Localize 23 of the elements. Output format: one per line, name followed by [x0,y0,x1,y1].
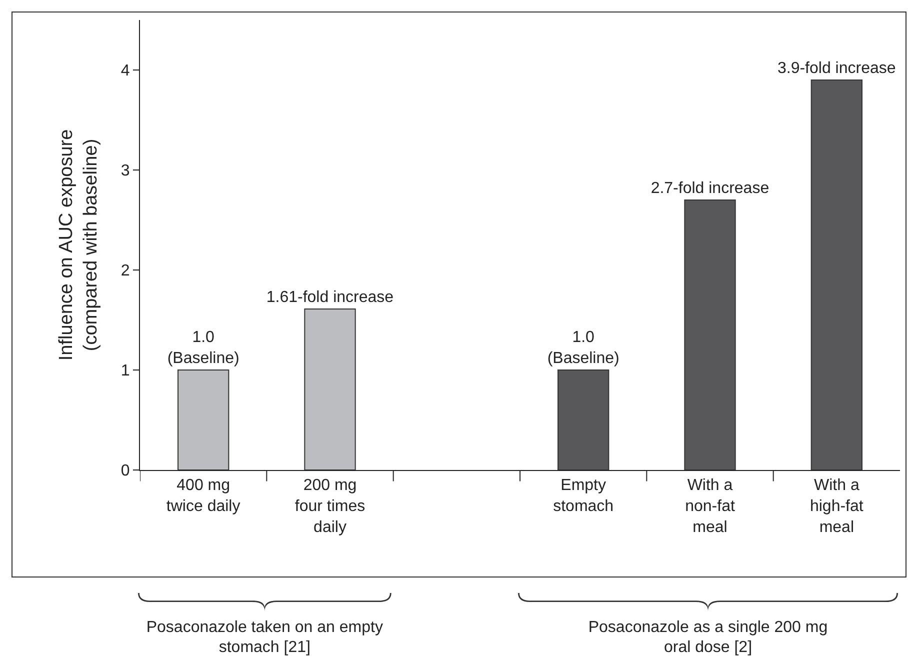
bar [810,80,862,470]
bar [684,200,736,470]
y-tick-label: 2 [120,262,130,280]
x-tick-label: 400 mg twice daily [166,477,240,515]
data-label: 3.9-fold increase [777,60,896,77]
y-tick-label: 1 [120,362,130,380]
x-tick-label: Empty stomach [553,477,614,515]
x-tick-label: With a high-fat meal [810,477,864,536]
text: Posaconazole taken on an empty stomach [21] [145,618,384,658]
bar [558,370,610,470]
y-tick-label: 0 [120,462,130,480]
bar [178,370,230,470]
y-tick-label: 4 [120,62,130,80]
data-label: 1.61-fold increase [266,289,394,306]
x-tick-label: 200 mg four times daily [294,477,366,536]
data-label: 1.0 (Baseline) [167,329,240,367]
x-tick-label: With a non-fat meal [685,477,736,536]
y-axis-title: Influence on AUC exposure (compared with baseline) [56,129,102,361]
data-label: 1.0 (Baseline) [547,329,620,367]
y-tick-label: 3 [120,162,130,180]
text: Posaconazole as a single 200 mg oral dose [2] [587,618,829,658]
data-label: 2.7-fold increase [650,180,770,197]
bar [304,308,356,470]
